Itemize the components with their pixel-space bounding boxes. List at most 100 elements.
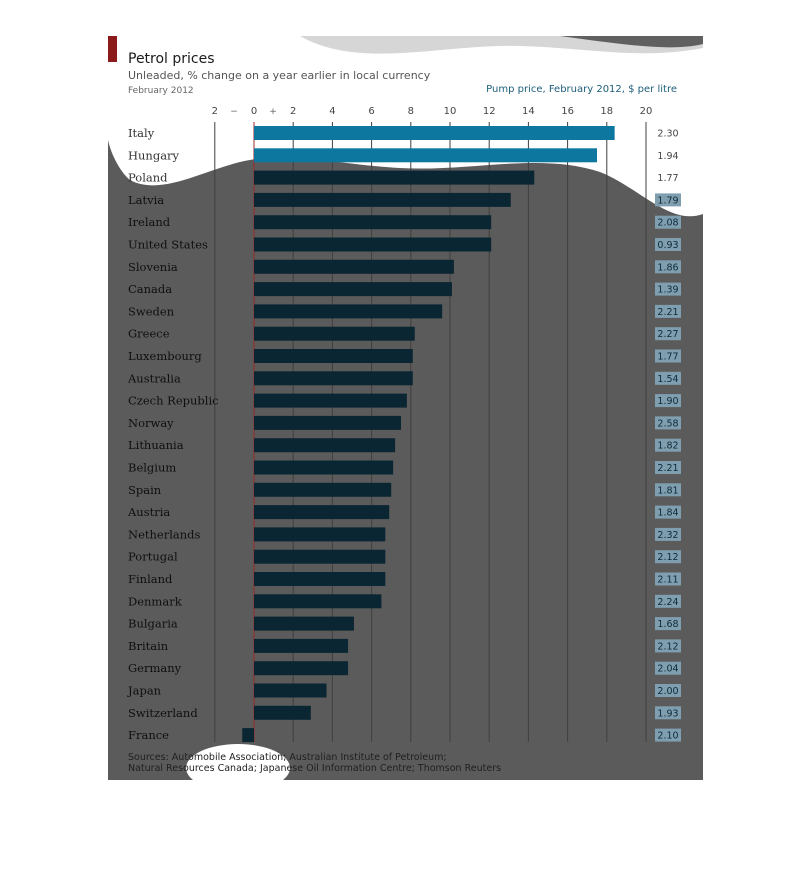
minus-sign-label: − <box>230 107 238 117</box>
pump-price-label: 2.10 <box>657 731 678 742</box>
pump-price-label: 2.21 <box>657 463 678 474</box>
pump-price-label: 1.93 <box>657 708 678 719</box>
price-box <box>655 260 681 274</box>
price-box <box>655 483 681 497</box>
bar <box>254 460 394 475</box>
pump-price-label: 2.32 <box>657 530 678 541</box>
category-label: Sweden <box>128 304 175 318</box>
category-label: Portugal <box>128 550 178 564</box>
price-box <box>655 282 681 296</box>
pump-price-label: 2.04 <box>657 664 678 675</box>
category-label: Lithuania <box>128 438 184 452</box>
category-label: Austria <box>127 505 170 519</box>
price-box <box>655 394 681 408</box>
pump-price-label: 1.68 <box>657 619 678 630</box>
category-label: Slovenia <box>128 260 178 274</box>
pump-price-label: 2.24 <box>657 597 678 608</box>
category-label: United States <box>128 238 208 252</box>
price-box <box>655 728 681 742</box>
pump-price-label: 2.58 <box>657 418 678 429</box>
category-label: Ireland <box>128 215 171 229</box>
price-box <box>655 706 681 720</box>
pump-price-label: 1.90 <box>657 396 678 407</box>
x-tick-label: 12 <box>483 106 496 117</box>
category-label: Luxembourg <box>128 349 202 363</box>
price-box <box>655 438 681 452</box>
category-label: Switzerland <box>128 706 198 720</box>
pump-price-label: 1.94 <box>657 151 678 162</box>
price-box <box>655 349 681 363</box>
bar <box>254 661 349 676</box>
category-label: Bulgaria <box>128 617 178 631</box>
pump-price-label: 1.54 <box>657 374 678 385</box>
pump-price-label: 1.77 <box>657 173 678 184</box>
price-box <box>655 572 681 586</box>
category-label: Denmark <box>128 594 183 608</box>
bar <box>254 126 615 140</box>
pump-price-label: 2.12 <box>657 552 678 563</box>
pump-price-label: 1.84 <box>657 508 678 519</box>
bar <box>242 728 254 743</box>
x-tick-label: 6 <box>368 106 374 117</box>
x-tick-label: 8 <box>408 106 414 117</box>
bar <box>254 192 511 207</box>
x-tick-label: 14 <box>522 106 535 117</box>
bar <box>254 304 443 319</box>
bar <box>254 505 390 520</box>
bar <box>254 415 401 430</box>
x-tick-label: 0 <box>251 106 257 117</box>
x-tick-label: 4 <box>329 106 335 117</box>
x-tick-label: 18 <box>600 106 613 117</box>
brand-accent-bar <box>108 36 117 62</box>
bar <box>254 148 597 163</box>
pump-price-label: 2.27 <box>657 329 678 340</box>
price-box <box>655 594 681 608</box>
category-label: Latvia <box>128 193 164 207</box>
chart-title: Petrol prices <box>128 51 215 67</box>
category-label: Netherlands <box>128 527 201 541</box>
price-box <box>655 639 681 653</box>
pump-price-label: 2.08 <box>657 218 678 229</box>
x-axis-ticks: 2 0 2 4 6 8 10 12 14 16 18 20 <box>212 106 653 117</box>
category-label: Italy <box>128 126 155 140</box>
pump-price-heading: Pump price, February 2012, $ per litre <box>486 84 677 95</box>
x-tick-label: 10 <box>444 106 457 117</box>
category-label: Finland <box>128 572 173 586</box>
category-label: Czech Republic <box>128 394 219 408</box>
pump-price-label: 0.93 <box>657 240 678 251</box>
pump-price-label: 2.12 <box>657 641 678 652</box>
bar <box>254 638 349 653</box>
x-tick-label: 20 <box>640 106 653 117</box>
bar <box>254 683 327 698</box>
pump-price-label: 2.21 <box>657 307 678 318</box>
x-tick-label: 2 <box>290 106 296 117</box>
bar <box>254 259 454 274</box>
bar <box>254 393 407 408</box>
x-tick-label: 2 <box>212 106 218 117</box>
pump-price-label: 1.82 <box>657 441 678 452</box>
price-box <box>655 193 681 207</box>
price-box <box>655 416 681 430</box>
plus-sign-label: + <box>269 107 277 117</box>
bar <box>254 527 386 542</box>
pump-price-labels: 2.30 1.94 1.77 1.79 2.08 0.93 1.86 1.39 2.21 2.27… <box>655 129 681 742</box>
pump-price-label: 1.77 <box>657 352 678 363</box>
bar <box>254 482 392 497</box>
pump-price-label: 1.81 <box>657 485 678 496</box>
bar <box>254 215 492 230</box>
category-label: Norway <box>128 416 174 430</box>
price-box <box>655 215 681 229</box>
category-label: Hungary <box>128 148 180 162</box>
category-label: Belgium <box>128 461 176 475</box>
category-label: France <box>128 728 169 742</box>
pump-price-label: 1.86 <box>657 262 678 273</box>
category-label: Canada <box>128 282 172 296</box>
chart-date: February 2012 <box>128 86 194 96</box>
price-box <box>655 238 681 251</box>
source-line-2: Natural Resources Canada; Japanese Oil I… <box>128 763 501 774</box>
category-label: Britain <box>128 639 169 653</box>
price-box <box>655 327 681 341</box>
price-box <box>655 550 681 564</box>
chart-subtitle: Unleaded, % change on a year earlier in … <box>128 69 431 82</box>
